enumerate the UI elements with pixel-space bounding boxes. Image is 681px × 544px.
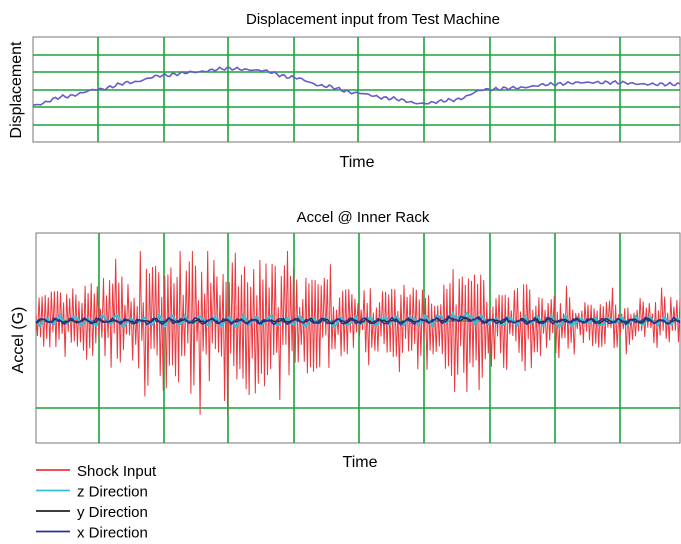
z-direction-line (35, 311, 681, 329)
x-direction-line (35, 315, 681, 326)
accel-x-axis-label: Time (343, 454, 378, 471)
shock-input-line (35, 250, 681, 416)
displacement-y-axis-label: Displacement (8, 41, 25, 138)
legend: Shock Input z Direction y Direction x Direc… (36, 463, 157, 542)
legend-label: z Direction (77, 484, 148, 501)
accel-series (35, 250, 681, 416)
displacement-series (32, 66, 681, 107)
legend-label: x Direction (77, 525, 148, 542)
accel-y-axis-label: Accel (G) (10, 307, 27, 374)
displacement-grid (33, 37, 680, 142)
displacement-series-line (32, 66, 681, 107)
accel-chart-title: Accel @ Inner Rack (297, 209, 430, 226)
displacement-chart-title: Displacement input from Test Machine (246, 11, 500, 28)
legend-label: y Direction (77, 504, 148, 521)
displacement-chart: Displacement input from Test Machine Tim… (8, 11, 681, 171)
accel-chart: Accel @ Inner Rack Time Accel (G) (10, 209, 681, 471)
displacement-x-axis-label: Time (340, 154, 375, 171)
legend-label: Shock Input (77, 463, 157, 480)
accel-plot-frame (35, 232, 681, 444)
